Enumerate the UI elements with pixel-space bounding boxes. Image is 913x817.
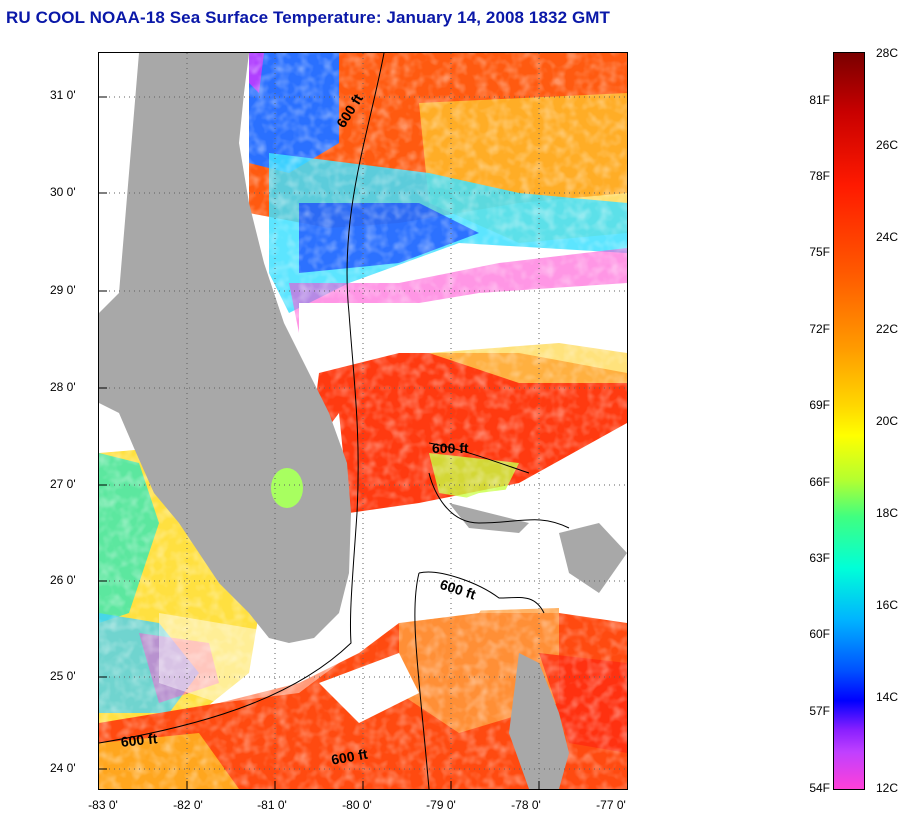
colorbar-c-label: 26C bbox=[876, 138, 899, 152]
colorbar-c-label: 22C bbox=[876, 322, 899, 336]
lon-tick-label: -79 0' bbox=[426, 798, 456, 812]
colorbar-c-label: 12C bbox=[876, 781, 899, 795]
colorbar-f-label: 78F bbox=[809, 169, 830, 183]
frame-ticks bbox=[99, 96, 540, 789]
colorbar-f-label: 57F bbox=[809, 704, 830, 718]
lon-tick-label: -81 0' bbox=[257, 798, 287, 812]
temperature-colorbar bbox=[833, 52, 865, 790]
colorbar-c-label: 20C bbox=[876, 414, 899, 428]
lat-tick-label: 26 0' bbox=[50, 573, 76, 587]
lat-tick-label: 27 0' bbox=[50, 477, 76, 491]
colorbar-c-label: 18C bbox=[876, 506, 899, 520]
lon-tick-label: -82 0' bbox=[173, 798, 203, 812]
graticule bbox=[99, 53, 627, 789]
abaco bbox=[559, 523, 627, 593]
andros bbox=[509, 653, 569, 789]
colorbar-f-label: 81F bbox=[809, 93, 830, 107]
contour-label-bahamas: 600 ft bbox=[432, 440, 469, 456]
colorbar-f-label: 69F bbox=[809, 398, 830, 412]
colorbar-f-label: 75F bbox=[809, 245, 830, 259]
colorbar-c-label: 16C bbox=[876, 598, 899, 612]
sst-map bbox=[98, 52, 628, 790]
colorbar-f-label: 72F bbox=[809, 322, 830, 336]
lat-tick-label: 29 0' bbox=[50, 283, 76, 297]
map-title: RU COOL NOAA-18 Sea Surface Temperature:… bbox=[6, 8, 611, 27]
sst-map-image bbox=[99, 53, 627, 789]
colorbar-f-label: 66F bbox=[809, 475, 830, 489]
colorbar-c-label: 28C bbox=[876, 46, 899, 60]
600ft-contour bbox=[99, 53, 570, 789]
colorbar-f-label: 54F bbox=[809, 781, 830, 795]
lon-tick-label: -78 0' bbox=[511, 798, 541, 812]
lat-tick-label: 25 0' bbox=[50, 669, 76, 683]
lon-tick-label: -80 0' bbox=[342, 798, 372, 812]
colorbar-f-label: 60F bbox=[809, 627, 830, 641]
grand-bahama bbox=[449, 503, 529, 533]
lon-tick-label: -77 0' bbox=[596, 798, 626, 812]
colorbar-c-label: 24C bbox=[876, 230, 899, 244]
lon-tick-label: -83 0' bbox=[88, 798, 118, 812]
lat-tick-label: 31 0' bbox=[50, 88, 76, 102]
colorbar-c-label: 14C bbox=[876, 690, 899, 704]
lat-tick-label: 28 0' bbox=[50, 380, 76, 394]
lat-tick-label: 24 0' bbox=[50, 761, 76, 775]
colorbar-f-label: 63F bbox=[809, 551, 830, 565]
lat-tick-label: 30 0' bbox=[50, 185, 76, 199]
lake-okeechobee bbox=[271, 468, 303, 508]
